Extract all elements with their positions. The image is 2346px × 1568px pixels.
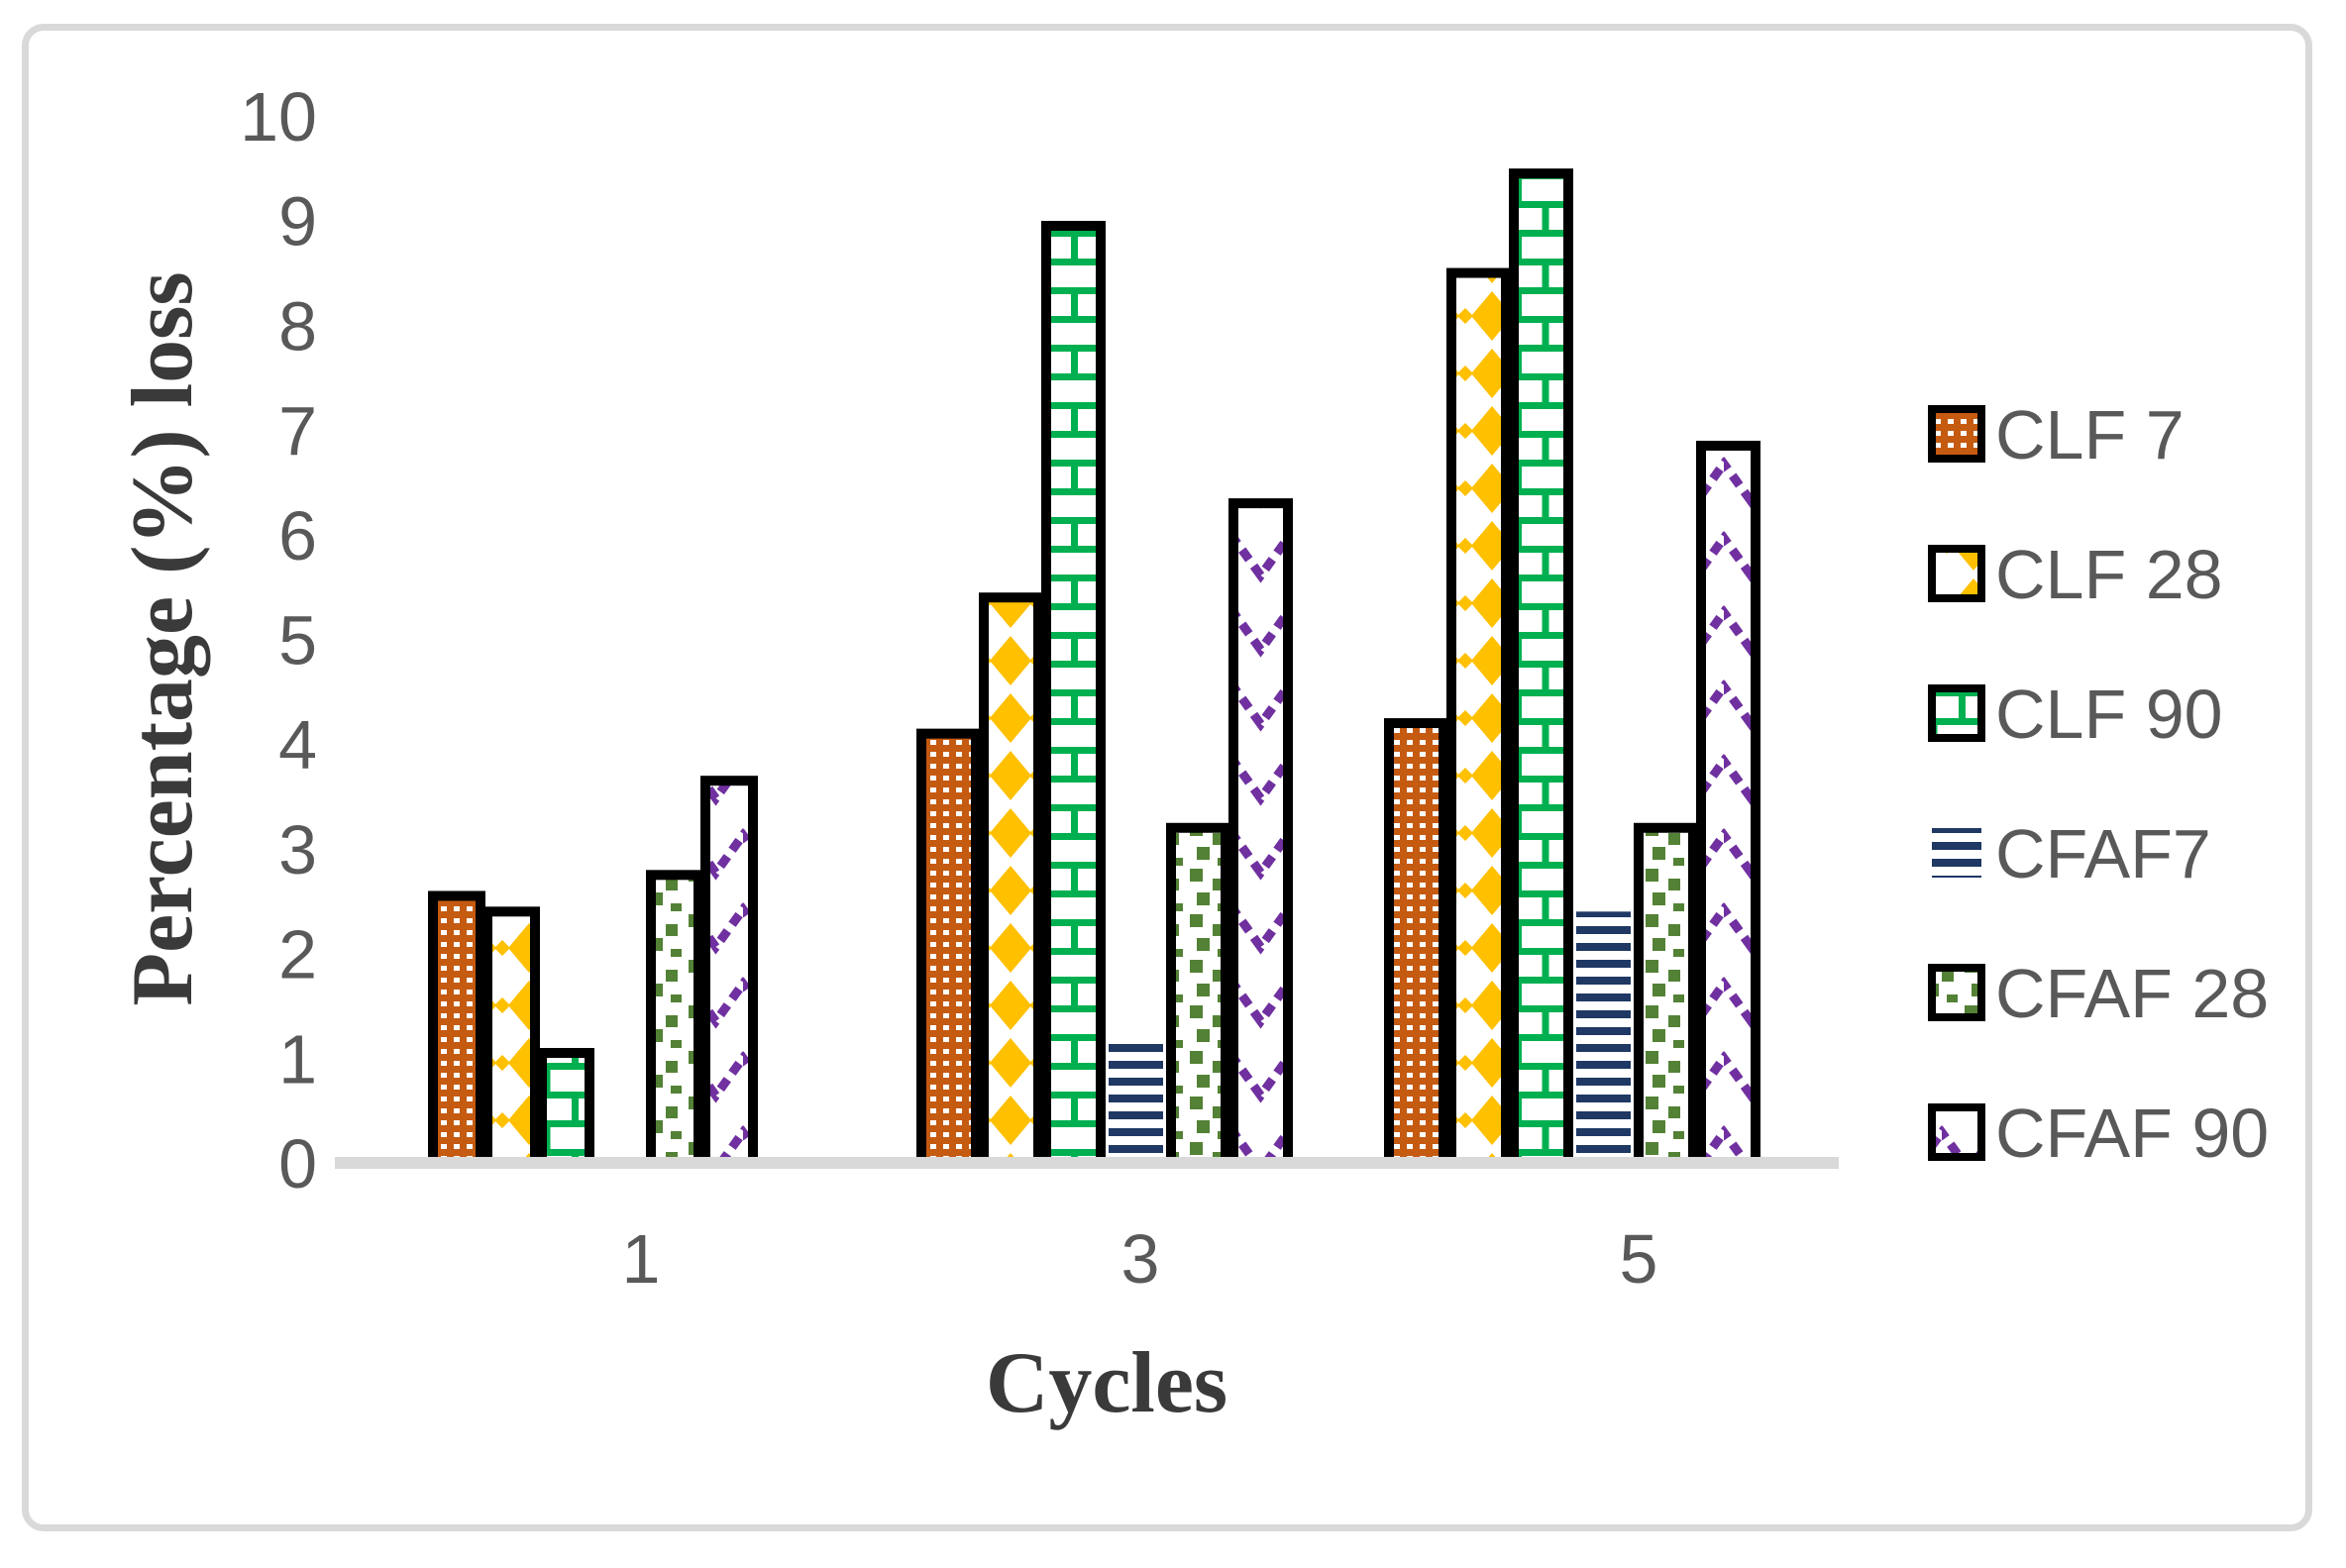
bar-clf-7-cycle-5 — [1384, 718, 1448, 1168]
legend-item-clf-90: CLF 90 — [1928, 676, 2223, 753]
chart-border-frame — [22, 24, 2312, 1531]
legend-label-clf-28: CLF 28 — [1995, 536, 2223, 613]
legend-swatch-clf-7 — [1928, 405, 1985, 463]
legend-label-clf-7: CLF 7 — [1995, 396, 2185, 473]
legend-label-cfaf-90: CFAF 90 — [1995, 1095, 2269, 1172]
bar-clf-28-cycle-1 — [482, 906, 540, 1168]
bar-cfaf-90-cycle-1 — [700, 776, 758, 1168]
bar-clf-28-cycle-3 — [979, 592, 1043, 1168]
plot-area: 0 1 2 3 4 5 6 7 8 9 10 1 3 5 CLF 7 CLF 28 CLF 90 CFAF7 CFA… — [240, 78, 2269, 1298]
bar-clf-7-cycle-3 — [916, 728, 981, 1168]
legend-item-clf-28: CLF 28 — [1928, 536, 2223, 613]
y-axis-title: Percentage (%) loss — [115, 271, 211, 1005]
y-tick-8: 8 — [278, 287, 317, 365]
legend-label-cfaf7: CFAF7 — [1995, 815, 2211, 892]
x-axis-title: Cycles — [986, 1335, 1227, 1431]
legend-swatch-cfaf-28 — [1928, 964, 1985, 1021]
bar-cfaf-28-cycle-3 — [1166, 822, 1230, 1168]
y-tick-1: 1 — [278, 1020, 317, 1098]
legend-label-cfaf-28: CFAF 28 — [1995, 955, 2269, 1032]
bar-clf-28-cycle-5 — [1446, 267, 1511, 1168]
bar-clf-90-cycle-5 — [1509, 168, 1573, 1168]
bar-clf-7-cycle-1 — [428, 890, 485, 1169]
x-tick-1: 1 — [622, 1220, 661, 1298]
bar-clf-90-cycle-3 — [1041, 220, 1106, 1169]
bar-cfaf-90-cycle-5 — [1696, 440, 1760, 1168]
legend-item-cfaf-90: CFAF 90 — [1928, 1095, 2269, 1172]
y-tick-2: 2 — [278, 916, 317, 993]
legend-swatch-clf-90 — [1928, 684, 1985, 742]
x-tick-5: 5 — [1620, 1220, 1658, 1298]
y-tick-0: 0 — [278, 1125, 317, 1202]
y-tick-7: 7 — [278, 392, 317, 470]
legend-item-cfaf-28: CFAF 28 — [1928, 955, 2269, 1032]
bar-clf-90-cycle-1 — [537, 1048, 594, 1169]
y-tick-4: 4 — [278, 706, 317, 784]
legend-label-clf-90: CLF 90 — [1995, 676, 2223, 753]
bar-cfaf7-cycle-3 — [1109, 1037, 1163, 1163]
bar-cfaf-28-cycle-1 — [646, 870, 703, 1168]
legend-swatch-clf-28 — [1928, 545, 1985, 602]
y-tick-10: 10 — [240, 78, 317, 156]
legend-swatch-cfaf-90 — [1928, 1103, 1985, 1161]
legend-swatch-cfaf7 — [1932, 828, 1981, 878]
bar-cfaf7-cycle-5 — [1576, 911, 1631, 1163]
x-tick-3: 3 — [1121, 1220, 1160, 1298]
y-tick-6: 6 — [278, 497, 317, 575]
bar-cfaf-28-cycle-5 — [1634, 822, 1698, 1168]
y-tick-3: 3 — [278, 811, 317, 889]
y-tick-9: 9 — [278, 183, 317, 261]
legend-item-clf-7: CLF 7 — [1928, 396, 2185, 473]
bar-cfaf-90-cycle-3 — [1228, 498, 1293, 1168]
y-tick-5: 5 — [278, 602, 317, 679]
legend-item-cfaf7: CFAF7 — [1932, 815, 2211, 892]
